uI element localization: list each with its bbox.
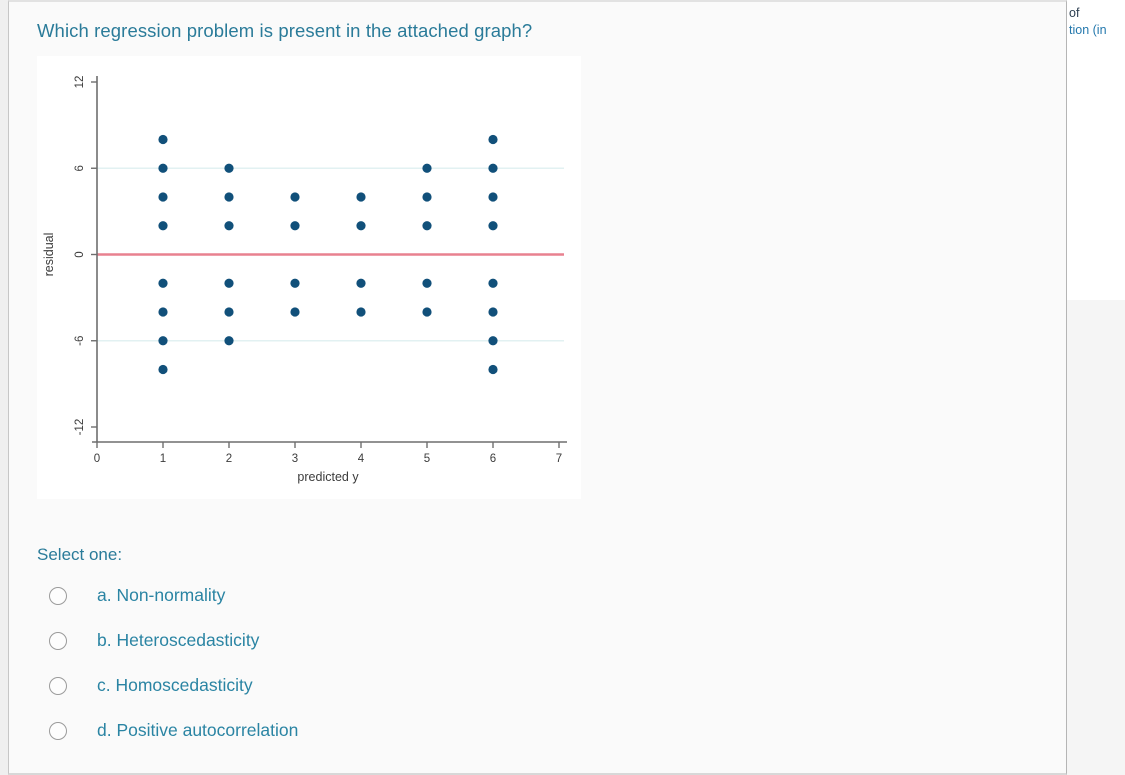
scatter-dot [356,221,366,231]
scatter-dot [158,163,168,173]
x-tick-label: 0 [94,453,100,465]
scatter-dot [290,307,300,317]
answer-option-a: a. Non-normality [49,573,1066,618]
right-sidebar-sliver: of tion (in [1067,0,1125,775]
y-tick-label: 12 [74,76,86,89]
scatter-dot [488,336,498,346]
scatter-dot [488,192,498,202]
x-tick-label: 1 [160,453,166,465]
scatter-dot [224,307,234,317]
answer-option-d: d. Positive autocorrelation [49,708,1066,753]
x-tick-label: 5 [424,453,430,465]
scatter-dot [158,278,168,288]
scatter-dot [488,364,498,375]
scatter-dot [488,307,498,317]
x-tick-label: 7 [556,453,562,465]
x-tick-label: 3 [292,453,298,465]
radio-button-c[interactable] [49,676,67,695]
scatter-dot [422,278,432,288]
option-label-d[interactable]: d. Positive autocorrelation [97,720,299,740]
scatter-dot [356,307,366,317]
scatter-dot [158,221,168,231]
scatter-dot [356,278,366,288]
sidebar-text-fragment: of [1069,6,1080,20]
y-tick-label: 6 [74,165,86,171]
scatter-dot [158,307,168,317]
radio-button-a[interactable] [49,586,67,605]
y-axis-title: residual [42,233,56,277]
option-label-b[interactable]: b. Heteroscedasticity [97,630,260,650]
scatter-dot [356,192,366,202]
x-tick-label: 6 [490,453,496,465]
scatter-dot [290,278,300,288]
select-one-label: Select one: [37,545,123,564]
question-panel: Which regression problem is present in t… [8,0,1067,775]
radio-button-d[interactable] [49,721,67,740]
scatter-dot [158,336,168,346]
y-tick-label: -6 [74,336,86,346]
scatter-dot [422,192,432,202]
left-margin-strip [0,0,8,775]
scatter-dot [488,134,498,145]
scatter-dot [422,307,432,317]
option-label-c[interactable]: c. Homoscedasticity [97,675,253,695]
x-axis-title: predicted y [297,470,359,484]
scatter-dot [422,163,432,173]
scatter-dot [158,192,168,202]
scatter-dot [224,192,234,202]
question-title: Which regression problem is present in t… [37,20,533,41]
answer-options: a. Non-normality b. Heteroscedasticity c… [37,573,1066,753]
scatter-dot [224,163,234,173]
x-tick-label: 2 [226,453,232,465]
scatter-dot [290,221,300,231]
scatter-dot [224,278,234,288]
scatter-dot [488,278,498,288]
radio-button-b[interactable] [49,631,67,650]
option-label-a[interactable]: a. Non-normality [97,585,226,605]
answer-option-c: c. Homoscedasticity [49,663,1066,708]
scatter-dot [488,221,498,231]
scatter-dot [488,163,498,173]
scatter-dot [158,134,168,145]
x-tick-label: 4 [358,453,365,465]
scatter-dot [290,192,300,202]
sidebar-link-fragment[interactable]: tion (in [1069,23,1107,37]
y-tick-label: -12 [74,419,86,436]
scatter-dot [224,336,234,346]
answer-option-b: b. Heteroscedasticity [49,618,1066,663]
y-tick-label: 0 [74,251,86,257]
scatter-dot [422,221,432,231]
scatter-dot [158,364,168,375]
sidebar-cutoff-block: of tion (in [1067,0,1125,300]
scatter-dot [224,221,234,231]
